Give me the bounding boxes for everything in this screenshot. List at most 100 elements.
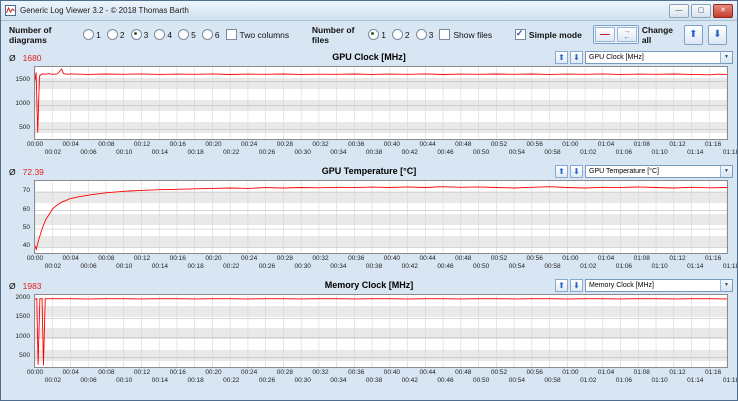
move-down-button[interactable]: ⬇ (570, 165, 583, 178)
move-down-button[interactable]: ⬇ (570, 51, 583, 64)
x-tick-label: 00:32 (312, 255, 329, 262)
average-value: 72.39 (22, 167, 44, 177)
x-tick-label: 00:54 (508, 377, 525, 384)
radio-label: 1 (381, 29, 386, 40)
x-tick-label: 00:24 (241, 141, 258, 148)
radio-label: 3 (143, 29, 149, 40)
radio-label: 2 (119, 29, 125, 40)
x-tick-label: 01:00 (562, 141, 579, 148)
x-tick-label: 00:16 (169, 369, 186, 376)
x-tick-label: 00:48 (455, 141, 472, 148)
maximize-button[interactable]: ▢ (691, 3, 711, 18)
x-tick-label: 01:00 (562, 255, 579, 262)
x-tick-label: 00:06 (80, 263, 97, 270)
plot-area (34, 180, 728, 254)
x-tick-label: 00:12 (133, 255, 151, 262)
x-tick-label: 00:42 (401, 149, 418, 156)
radio-icon (415, 29, 427, 40)
chart-controls: ⬆ ⬇ GPU Temperature [°C] ▼ (555, 165, 733, 178)
average-value: 1983 (22, 281, 42, 291)
x-tick-label: 01:00 (562, 369, 579, 376)
x-tick-label: 00:20 (205, 255, 222, 262)
x-tick-label: 00:46 (437, 149, 454, 156)
radio-selected-icon (130, 29, 142, 40)
files-radio-3[interactable]: 3 (415, 29, 434, 40)
x-tick-label: 01:02 (580, 377, 597, 384)
x-tick-label: 00:38 (365, 263, 383, 270)
chart-header: Ø 1983 Memory Clock [MHz] ⬆ ⬇ Memory Cloc… (5, 279, 733, 294)
move-up-button[interactable]: ⬆ (555, 51, 568, 64)
y-tick-label: 60 (22, 205, 30, 213)
x-axis-labels: 00:00 00:02 00:04 00:06 00:08 00:10 00:12 00:14… (5, 368, 737, 385)
x-tick-label: 00:28 (276, 369, 293, 376)
change-all-down-button[interactable]: ⬇ (707, 24, 727, 45)
x-tick-label: 00:28 (276, 141, 293, 148)
chart-panel-gpu-clock: Ø 1680 GPU Clock [MHz] ⬆ ⬇ GPU Clock [MHz… (5, 51, 737, 162)
chart-title: GPU Clock [MHz] (332, 52, 406, 62)
diagrams-radio-6[interactable]: 6 (201, 29, 220, 40)
x-tick-label: 00:54 (508, 149, 525, 156)
x-tick-label: 01:12 (669, 369, 686, 376)
x-tick-label: 00:26 (258, 377, 276, 384)
x-tick-label: 00:22 (223, 263, 240, 270)
title-bar: Generic Log Viewer 3.2 - © 2018 Thomas B… (1, 1, 737, 21)
x-tick-label: 00:50 (473, 149, 490, 156)
move-up-button[interactable]: ⬆ (555, 279, 568, 292)
y-tick-label: 1500 (15, 313, 30, 321)
x-tick-label: 00:18 (187, 263, 204, 270)
x-tick-label: 00:26 (258, 263, 276, 270)
radio-icon (391, 29, 403, 40)
refresh-icon[interactable]: → ← (616, 27, 637, 42)
radio-label: 6 (214, 29, 220, 40)
files-radio-1[interactable]: 1 (368, 29, 386, 40)
x-tick-label: 00:00 (26, 369, 44, 376)
radio-label: 5 (191, 29, 196, 40)
y-axis-labels: 40 50 60 70 (5, 180, 32, 252)
change-all-label: Change all (641, 24, 673, 45)
x-tick-label: 00:10 (116, 149, 133, 156)
average-symbol: Ø (9, 281, 16, 291)
x-tick-label: 00:16 (169, 255, 186, 262)
x-tick-label: 00:00 (26, 255, 44, 262)
x-tick-label: 00:18 (187, 377, 204, 384)
files-radio-2[interactable]: 2 (391, 29, 410, 40)
x-tick-label: 00:26 (258, 149, 276, 156)
simple-mode-checkbox[interactable]: Simple mode (514, 28, 582, 40)
change-all-up-button[interactable]: ⬆ (683, 24, 703, 45)
x-tick-label: 01:16 (705, 141, 722, 148)
x-tick-label: 00:10 (116, 377, 133, 384)
two-columns-checkbox[interactable]: Two columns (225, 29, 289, 40)
remove-button[interactable]: — (594, 27, 615, 42)
show-files-checkbox[interactable]: Show files (439, 29, 492, 40)
move-down-button[interactable]: ⬇ (570, 279, 583, 292)
metric-select[interactable]: Memory Clock [MHz] ▼ (585, 279, 733, 292)
x-tick-label: 00:56 (526, 141, 543, 148)
x-tick-label: 00:24 (241, 255, 258, 262)
diagrams-radio-1[interactable]: 1 (83, 29, 101, 40)
chart-header: Ø 1680 GPU Clock [MHz] ⬆ ⬇ GPU Clock [MHz… (5, 51, 733, 66)
checkbox-label: Simple mode (528, 29, 582, 40)
x-tick-label: 00:02 (44, 377, 61, 384)
radio-label: 3 (428, 29, 434, 40)
diagrams-radio-3[interactable]: 3 (130, 29, 149, 40)
move-up-button[interactable]: ⬆ (555, 165, 568, 178)
x-tick-label: 00:40 (383, 255, 401, 262)
diagrams-radio-2[interactable]: 2 (106, 29, 125, 40)
metric-select[interactable]: GPU Temperature [°C] ▼ (585, 165, 733, 178)
metric-select[interactable]: GPU Clock [MHz] ▼ (585, 51, 733, 64)
line-chart (35, 67, 727, 139)
x-tick-label: 01:04 (597, 141, 615, 148)
x-tick-label: 00:04 (62, 255, 79, 262)
close-button[interactable]: ✕ (713, 3, 733, 18)
chart-header: Ø 72.39 GPU Temperature [°C] ⬆ ⬇ GPU Temp… (5, 165, 733, 180)
diagrams-radio-5[interactable]: 5 (178, 29, 196, 40)
x-tick-label: 00:56 (526, 255, 543, 262)
x-tick-label: 00:18 (187, 149, 204, 156)
diagrams-radio-4[interactable]: 4 (154, 29, 172, 40)
y-tick-label: 50 (22, 224, 30, 231)
x-tick-label: 00:08 (98, 141, 115, 148)
metric-select-value: Memory Clock [MHz] (589, 282, 654, 289)
minimize-button[interactable]: — (669, 3, 689, 18)
x-tick-label: 00:16 (169, 141, 186, 148)
